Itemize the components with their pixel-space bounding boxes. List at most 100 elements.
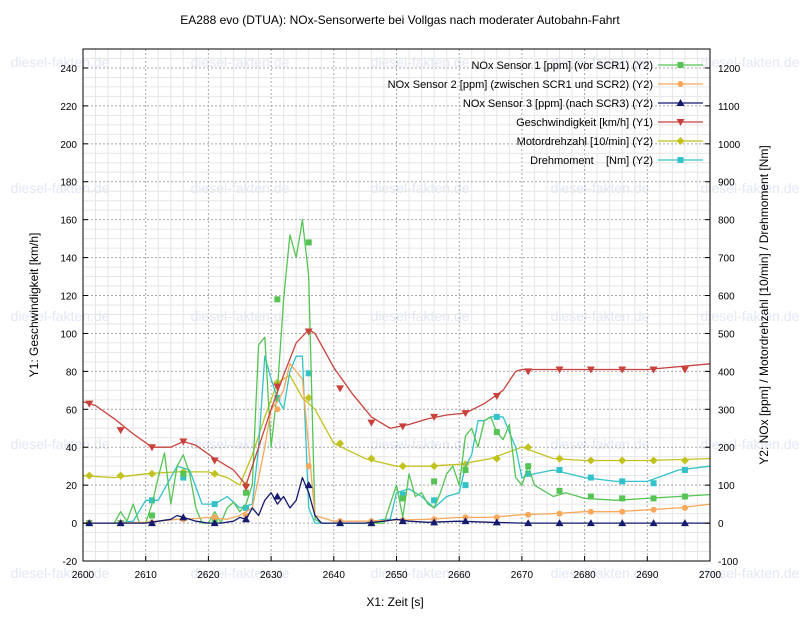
- data-point: [147, 469, 156, 478]
- data-point: [524, 519, 533, 527]
- data-point: [179, 513, 188, 521]
- y2-tick-label: -100: [718, 557, 738, 568]
- data-point: [336, 519, 345, 527]
- data-point: [242, 515, 251, 523]
- data-point: [398, 423, 407, 431]
- data-point: [273, 492, 282, 500]
- y1-tick-label: 180: [60, 178, 77, 189]
- watermark-text: diesel-fakten.de: [551, 180, 650, 196]
- series-line: [83, 476, 710, 524]
- data-point: [587, 493, 594, 500]
- watermark-text: diesel-fakten.de: [371, 308, 470, 324]
- y1-tick-label: 160: [60, 216, 77, 227]
- data-point: [676, 99, 685, 106]
- data-point: [180, 474, 187, 481]
- x-tick-label: 2620: [197, 570, 220, 581]
- data-point: [524, 443, 533, 452]
- series-3: [83, 328, 710, 492]
- grid: [83, 49, 710, 561]
- watermark-text: diesel-fakten.de: [11, 565, 110, 581]
- data-point: [116, 471, 125, 480]
- chart-title: EA288 evo (DTUA): NOx-Sensorwerte bei Vo…: [180, 13, 620, 27]
- y1-tick-label: 0: [71, 519, 77, 530]
- y1-tick-label: 20: [66, 481, 78, 492]
- data-point: [680, 366, 689, 374]
- watermark-text: diesel-fakten.de: [701, 436, 800, 452]
- y2-tick-label: 100: [718, 481, 735, 492]
- data-point: [273, 383, 282, 391]
- data-point: [274, 406, 281, 413]
- data-point: [677, 157, 684, 163]
- data-point: [210, 457, 219, 465]
- x-tick-label: 2650: [385, 570, 408, 581]
- data-point: [618, 366, 627, 374]
- series-4: [83, 374, 710, 490]
- y1-tick-label: 240: [60, 64, 77, 75]
- data-point: [619, 508, 626, 515]
- data-point: [587, 508, 594, 515]
- series-line: [83, 363, 710, 524]
- y1-tick-label: 220: [60, 102, 77, 113]
- y1-tick-label: 80: [66, 367, 78, 378]
- watermark-text: diesel-fakten.de: [701, 180, 800, 196]
- y2-tick-label: 0: [718, 519, 724, 530]
- data-point: [493, 514, 500, 521]
- watermark-text: diesel-fakten.de: [371, 436, 470, 452]
- watermark-text: diesel-fakten.de: [191, 180, 290, 196]
- watermark-text: diesel-fakten.de: [701, 308, 800, 324]
- data-point: [461, 410, 470, 418]
- data-point: [525, 511, 532, 518]
- watermark-text: diesel-fakten.de: [11, 308, 110, 324]
- data-point: [243, 504, 250, 511]
- legend-entry: NOx Sensor 2 [ppm] (zwischen SCR1 und SC…: [388, 79, 653, 91]
- data-point: [304, 393, 313, 402]
- y2-tick-label: 1200: [718, 64, 741, 75]
- data-point: [677, 62, 684, 68]
- y1-tick-label: 200: [60, 140, 77, 151]
- data-point: [430, 413, 439, 421]
- data-point: [367, 454, 376, 463]
- x-tick-label: 2660: [448, 570, 471, 581]
- data-point: [649, 366, 658, 374]
- data-point: [586, 456, 595, 465]
- data-point: [556, 510, 563, 517]
- data-point: [85, 400, 94, 408]
- data-point: [619, 495, 626, 502]
- data-point: [430, 462, 439, 471]
- y2-axis: -100 0 100 200 300 400 500 600 700 800 900 1000 1100…: [705, 64, 741, 568]
- legend-entry: NOx Sensor 1 [ppm] (vor SCR1) (Y2): [471, 60, 653, 72]
- data-point: [431, 478, 438, 485]
- data-point: [619, 478, 626, 485]
- data-point: [180, 470, 187, 477]
- y1-axis-label: Y1: Geschwindigkeit [km/h]: [27, 233, 41, 378]
- series-line: [83, 329, 710, 486]
- data-point: [242, 484, 251, 492]
- data-point: [649, 456, 658, 465]
- y1-axis: -20 0 20 40 60 80 100 120 140 160 180 200 220 240: [60, 64, 88, 568]
- data-point: [305, 239, 312, 246]
- data-point: [587, 474, 594, 481]
- series-layer: [83, 219, 710, 527]
- watermark-text: diesel-fakten.de: [551, 436, 650, 452]
- data-point: [681, 466, 688, 473]
- y2-tick-label: 1100: [718, 102, 740, 113]
- data-point: [431, 497, 438, 504]
- data-point: [399, 495, 406, 502]
- data-point: [147, 444, 156, 452]
- data-point: [304, 481, 313, 489]
- x-tick-label: 2670: [511, 570, 534, 581]
- x-tick-label: 2680: [573, 570, 596, 581]
- y2-tick-label: 200: [718, 443, 735, 454]
- data-point: [618, 456, 627, 465]
- data-point: [681, 504, 688, 511]
- y2-tick-label: 600: [718, 292, 735, 303]
- data-point: [336, 385, 345, 393]
- data-point: [304, 328, 313, 336]
- data-point: [398, 517, 407, 525]
- legend-entry: Motordrehzahl [10/min] (Y2): [517, 136, 653, 148]
- x-tick-label: 2630: [260, 570, 283, 581]
- data-point: [492, 518, 501, 526]
- series-2: [83, 476, 710, 527]
- watermark-text: diesel-fakten.de: [701, 565, 800, 581]
- data-point: [492, 393, 501, 401]
